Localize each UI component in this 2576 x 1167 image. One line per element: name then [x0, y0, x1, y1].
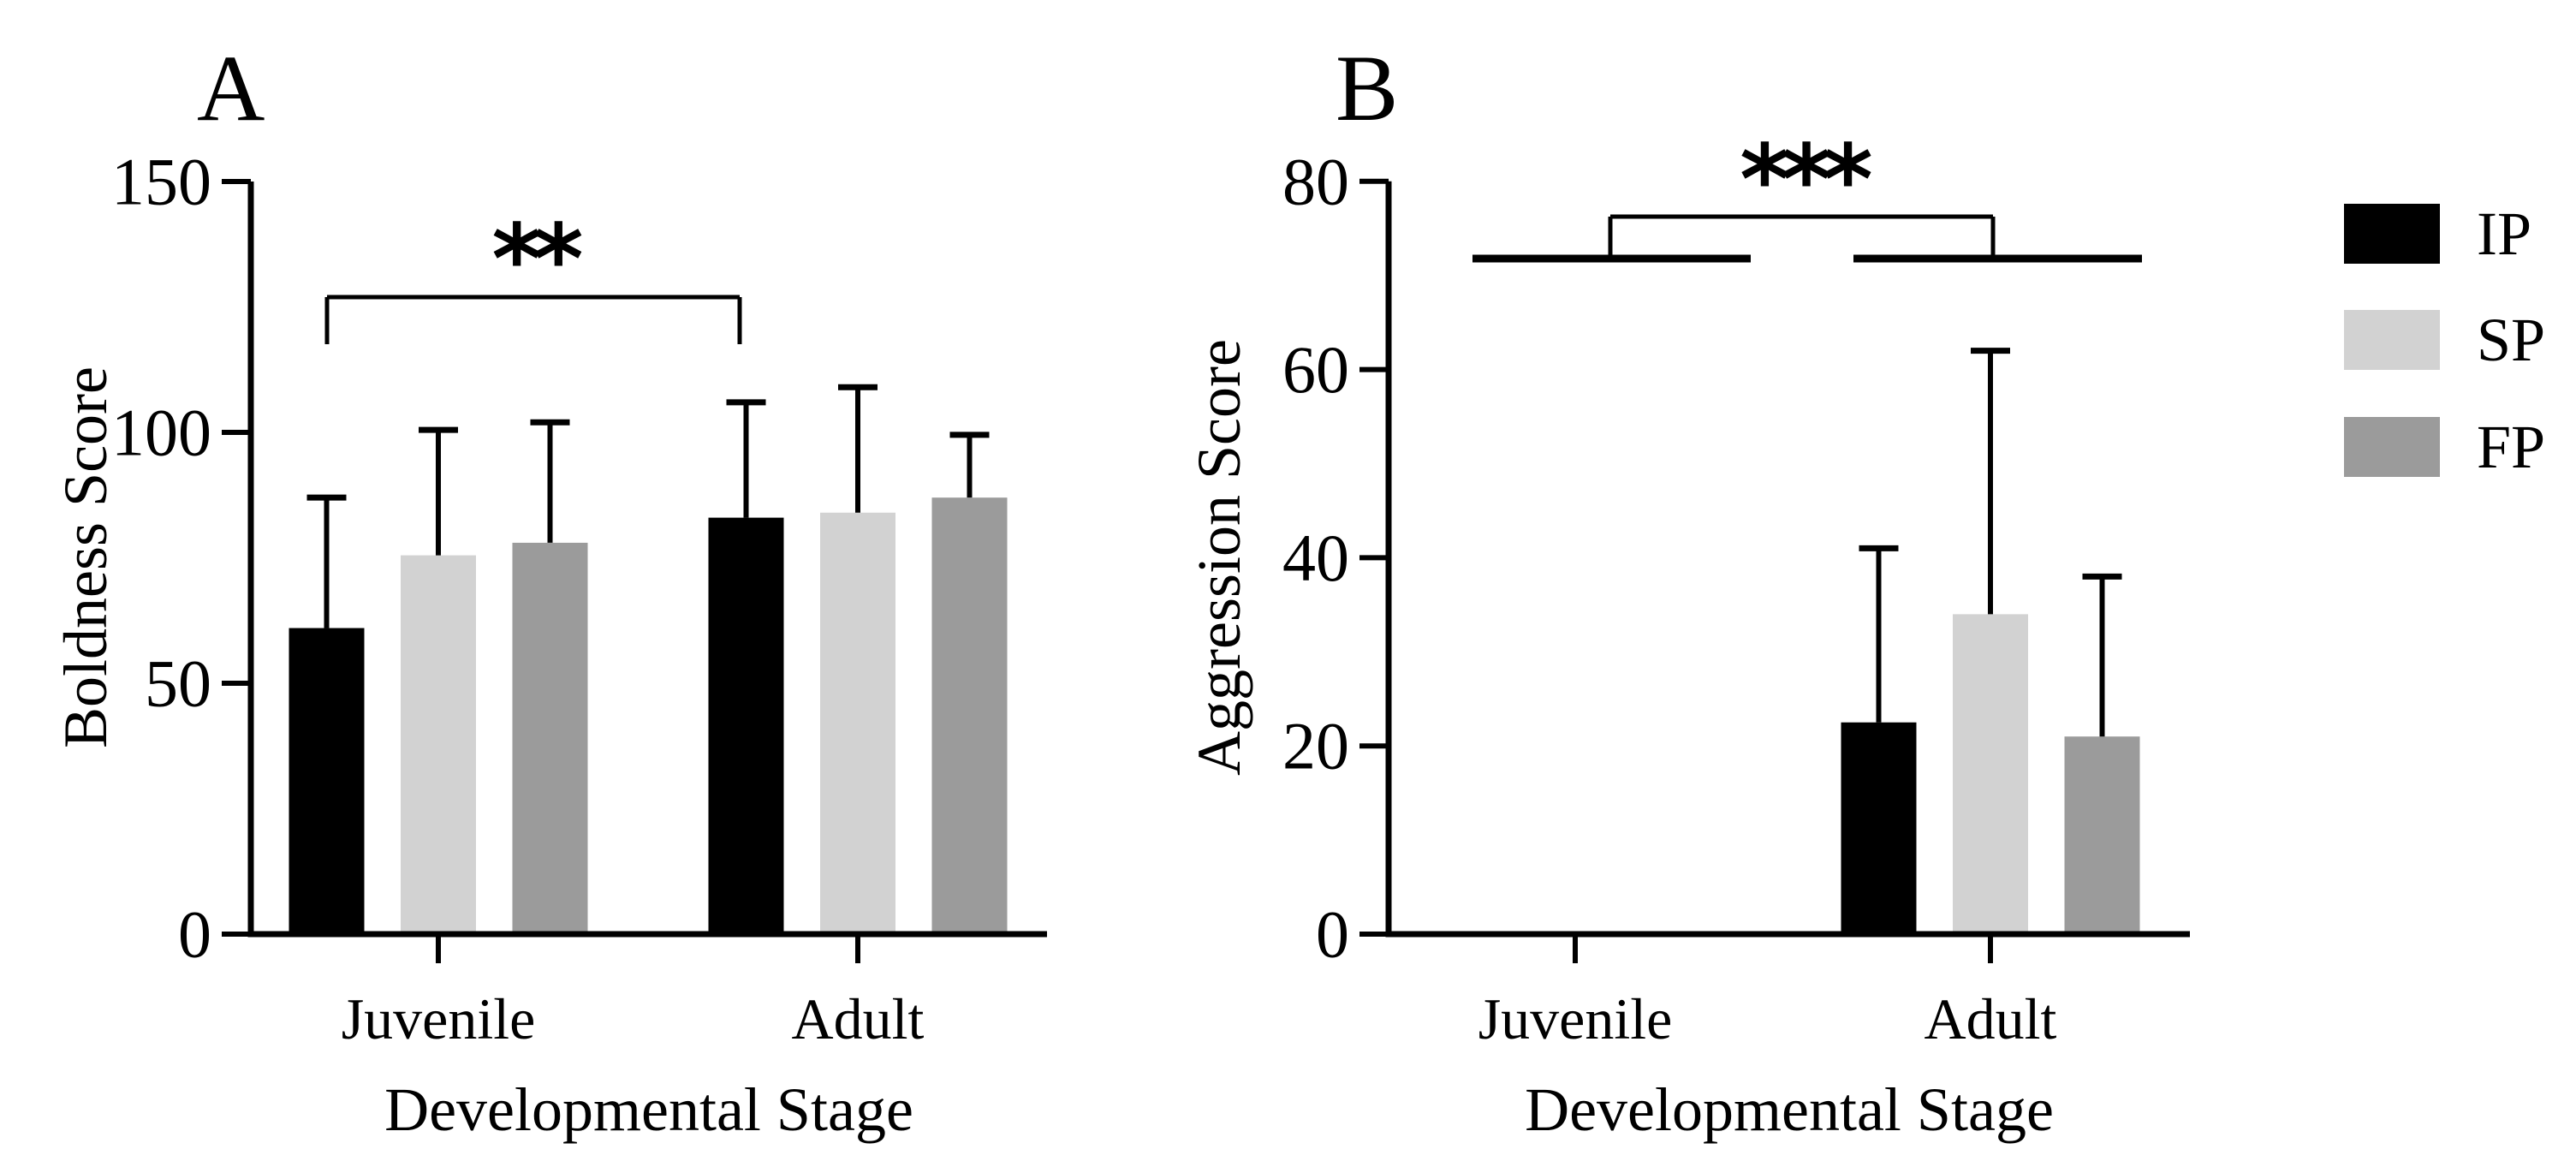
panel-a-category-label-adult: Adult	[792, 986, 925, 1051]
panel-a-significance-label: **	[491, 205, 582, 316]
legend-item-sp: SP	[2344, 306, 2546, 374]
panel-b-category-label-juvenile: Juvenile	[1478, 986, 1673, 1051]
panel-b-y-tick-label: 80	[1282, 144, 1349, 218]
panel-a-y-tick-label: 0	[178, 897, 211, 972]
legend-label-sp: SP	[2477, 306, 2546, 374]
panel-a-label: A	[197, 36, 265, 140]
panel-b-significance-label: ***	[1740, 125, 1871, 236]
legend-label-ip: IP	[2477, 199, 2532, 268]
legend-swatch-sp	[2344, 310, 2440, 370]
legend-swatch-fp	[2344, 417, 2440, 477]
panel-b-x-axis-title: Developmental Stage	[1525, 1075, 2054, 1144]
panel-a-y-axis-title: Boldness Score	[51, 366, 120, 748]
panel-a-bar-sp-juvenile	[401, 555, 476, 934]
legend-swatch-ip	[2344, 204, 2440, 264]
panel-b-category-label-adult: Adult	[1925, 986, 2057, 1051]
panel-a-bar-fp-juvenile	[512, 542, 588, 934]
panel-a-bar-ip-adult	[708, 517, 784, 934]
panel-a-y-tick-label: 150	[111, 145, 211, 219]
panel-b-bar-ip-adult	[1841, 722, 1917, 934]
panel-b-label: B	[1336, 36, 1399, 140]
legend-item-ip: IP	[2344, 199, 2532, 268]
legend-label-fp: FP	[2477, 413, 2546, 481]
panel-a-category-label-juvenile: Juvenile	[342, 986, 536, 1051]
panel-a-y-tick-label: 50	[145, 646, 211, 721]
panel-a-y-tick-label: 100	[111, 396, 211, 470]
panel-b-y-tick-label: 20	[1282, 709, 1349, 783]
panel-a-bar-sp-adult	[820, 512, 895, 934]
panel-b-y-tick-label: 40	[1282, 521, 1349, 595]
panel-b-y-tick-label: 0	[1316, 897, 1349, 972]
panel-b-y-axis-title: Aggression Score	[1185, 339, 1253, 776]
panel-a-bar-fp-adult	[931, 497, 1008, 934]
panel-a-x-axis-title: Developmental Stage	[384, 1075, 913, 1144]
panel-b-y-tick-label: 60	[1282, 332, 1349, 407]
legend-item-fp: FP	[2344, 413, 2546, 481]
panel-a-bar-ip-juvenile	[289, 628, 365, 934]
panel-b-bar-fp-adult	[2064, 736, 2140, 934]
panel-b-bar-sp-adult	[1953, 614, 2028, 934]
